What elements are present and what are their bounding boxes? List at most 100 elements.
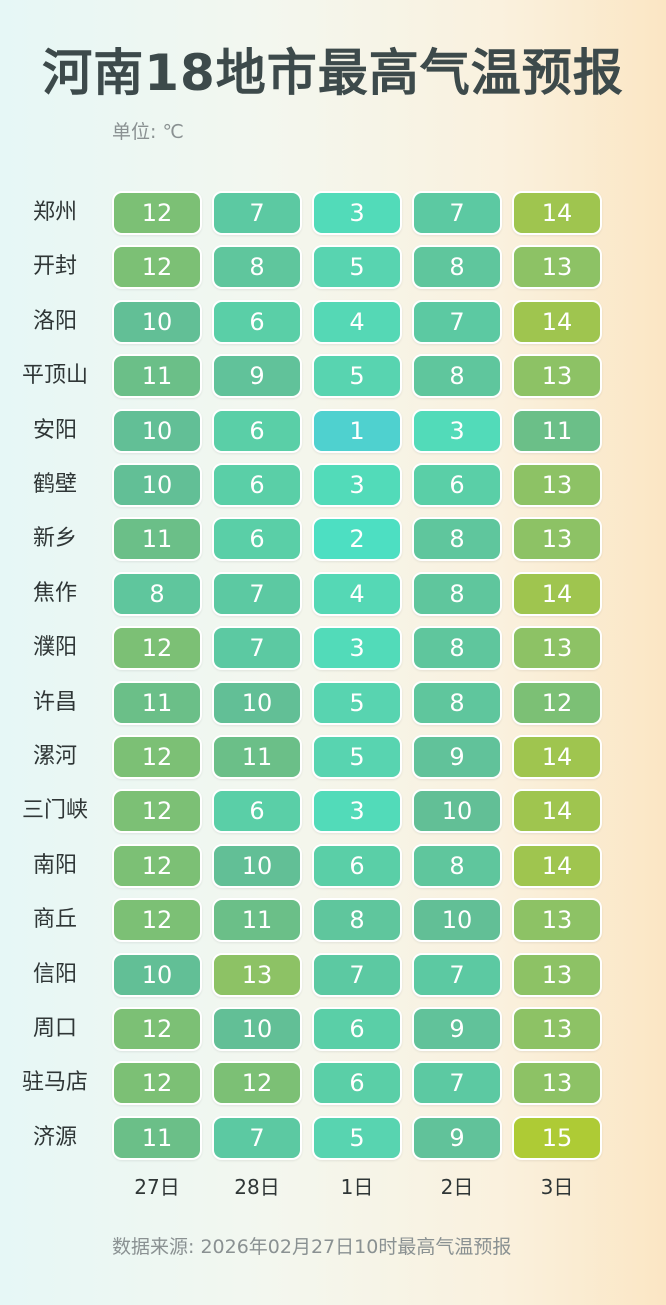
temperature-cell: 14 <box>512 735 602 779</box>
temperature-cell: 7 <box>212 626 302 671</box>
temperature-cell: 10 <box>412 898 502 943</box>
temperature-cell: 12 <box>112 191 202 235</box>
temperature-cell: 8 <box>412 245 502 290</box>
temperature-cell: 13 <box>512 463 602 507</box>
temperature-cell: 9 <box>212 354 302 399</box>
date-axis-label: 3日 <box>540 1175 574 1199</box>
temperature-cell: 7 <box>412 299 502 344</box>
city-label: 新乡 <box>32 526 77 552</box>
unit-label: 单位: ℃ <box>112 121 184 143</box>
temperature-cell: 12 <box>112 789 202 834</box>
temperature-cell: 7 <box>412 1061 502 1106</box>
city-label: 平顶山 <box>21 363 88 389</box>
temperature-cell: 8 <box>412 626 502 671</box>
temperature-cell: 13 <box>512 898 602 943</box>
temperature-cell: 13 <box>212 952 302 997</box>
temperature-cell: 5 <box>312 680 402 725</box>
temperature-cell: 12 <box>112 245 202 290</box>
temperature-cell: 6 <box>312 1007 402 1051</box>
temperature-cell: 7 <box>212 191 302 235</box>
temperature-cell: 10 <box>212 1007 302 1051</box>
temperature-cell: 6 <box>212 463 302 507</box>
temperature-cell: 13 <box>512 245 602 290</box>
city-label: 商丘 <box>32 907 77 933</box>
temperature-cell: 13 <box>512 952 602 997</box>
temperature-cell: 11 <box>212 735 302 779</box>
city-label: 安阳 <box>32 417 77 443</box>
temperature-cell: 12 <box>112 843 202 888</box>
city-label: 三门峡 <box>21 798 88 824</box>
temperature-cell: 12 <box>112 735 202 779</box>
temperature-cell: 10 <box>112 408 202 453</box>
city-label: 开封 <box>32 254 77 280</box>
chart-title: 河南18地市最高气温预报 <box>42 44 624 102</box>
temperature-cell: 8 <box>312 898 402 943</box>
city-label: 驻马店 <box>21 1070 88 1096</box>
temperature-cell: 2 <box>312 517 402 562</box>
temperature-cell: 10 <box>112 463 202 507</box>
temperature-cell: 13 <box>512 517 602 562</box>
city-label: 许昌 <box>32 689 77 715</box>
city-label: 南阳 <box>32 852 77 878</box>
date-axis-label: 27日 <box>134 1175 180 1199</box>
temperature-cell: 5 <box>312 1115 402 1160</box>
temperature-cell: 3 <box>312 463 402 507</box>
temperature-cell: 12 <box>112 1061 202 1106</box>
temperature-cell: 8 <box>412 680 502 725</box>
temperature-cell: 11 <box>212 898 302 943</box>
temperature-cell: 14 <box>512 571 602 616</box>
temperature-cell: 8 <box>212 245 302 290</box>
temperature-cell: 12 <box>212 1061 302 1106</box>
temperature-cell: 14 <box>512 299 602 344</box>
data-source-note: 数据来源: 2026年02月27日10时最高气温预报 <box>112 1236 512 1258</box>
temperature-cell: 13 <box>512 354 602 399</box>
temperature-cell: 3 <box>312 191 402 235</box>
temperature-cell: 6 <box>212 789 302 834</box>
city-label: 济源 <box>32 1124 77 1150</box>
temperature-cell: 9 <box>412 1007 502 1051</box>
temperature-cell: 6 <box>212 408 302 453</box>
city-label: 焦作 <box>32 580 77 606</box>
temperature-cell: 11 <box>512 408 602 453</box>
temperature-cell: 5 <box>312 245 402 290</box>
temperature-cell: 3 <box>312 789 402 834</box>
temperature-cell: 14 <box>512 843 602 888</box>
temperature-cell: 3 <box>312 626 402 671</box>
temperature-cell: 8 <box>412 843 502 888</box>
temperature-cell: 4 <box>312 571 402 616</box>
city-label: 郑州 <box>32 200 77 225</box>
temperature-cell: 5 <box>312 735 402 779</box>
temperature-cell: 1 <box>312 408 402 453</box>
temperature-cell: 13 <box>512 1061 602 1106</box>
temperature-cell: 14 <box>512 191 602 235</box>
temperature-cell: 9 <box>412 1115 502 1160</box>
date-axis-label: 1日 <box>340 1175 374 1199</box>
temperature-cell: 8 <box>112 571 202 616</box>
temperature-cell: 6 <box>212 517 302 562</box>
temperature-cell: 10 <box>112 299 202 344</box>
temperature-cell: 7 <box>212 1115 302 1160</box>
temperature-cell: 7 <box>312 952 402 997</box>
city-label: 漯河 <box>32 744 77 769</box>
temperature-cell: 8 <box>412 354 502 399</box>
temperature-cell: 6 <box>312 1061 402 1106</box>
date-axis-label: 28日 <box>234 1175 280 1199</box>
temperature-cell: 12 <box>112 898 202 943</box>
temperature-cell: 11 <box>112 517 202 562</box>
temperature-cell: 14 <box>512 789 602 834</box>
temperature-cell: 3 <box>412 408 502 453</box>
temperature-cell: 8 <box>412 571 502 616</box>
temperature-cell: 11 <box>112 1115 202 1160</box>
temperature-cell: 5 <box>312 354 402 399</box>
temperature-cell: 7 <box>212 571 302 616</box>
temperature-cell: 7 <box>412 191 502 235</box>
temperature-cell: 15 <box>512 1115 602 1160</box>
temperature-cell: 10 <box>412 789 502 834</box>
temperature-cell: 12 <box>112 1007 202 1051</box>
temperature-cell: 6 <box>412 463 502 507</box>
temperature-cell: 8 <box>412 517 502 562</box>
city-label: 洛阳 <box>32 308 77 334</box>
temperature-cell: 6 <box>312 843 402 888</box>
